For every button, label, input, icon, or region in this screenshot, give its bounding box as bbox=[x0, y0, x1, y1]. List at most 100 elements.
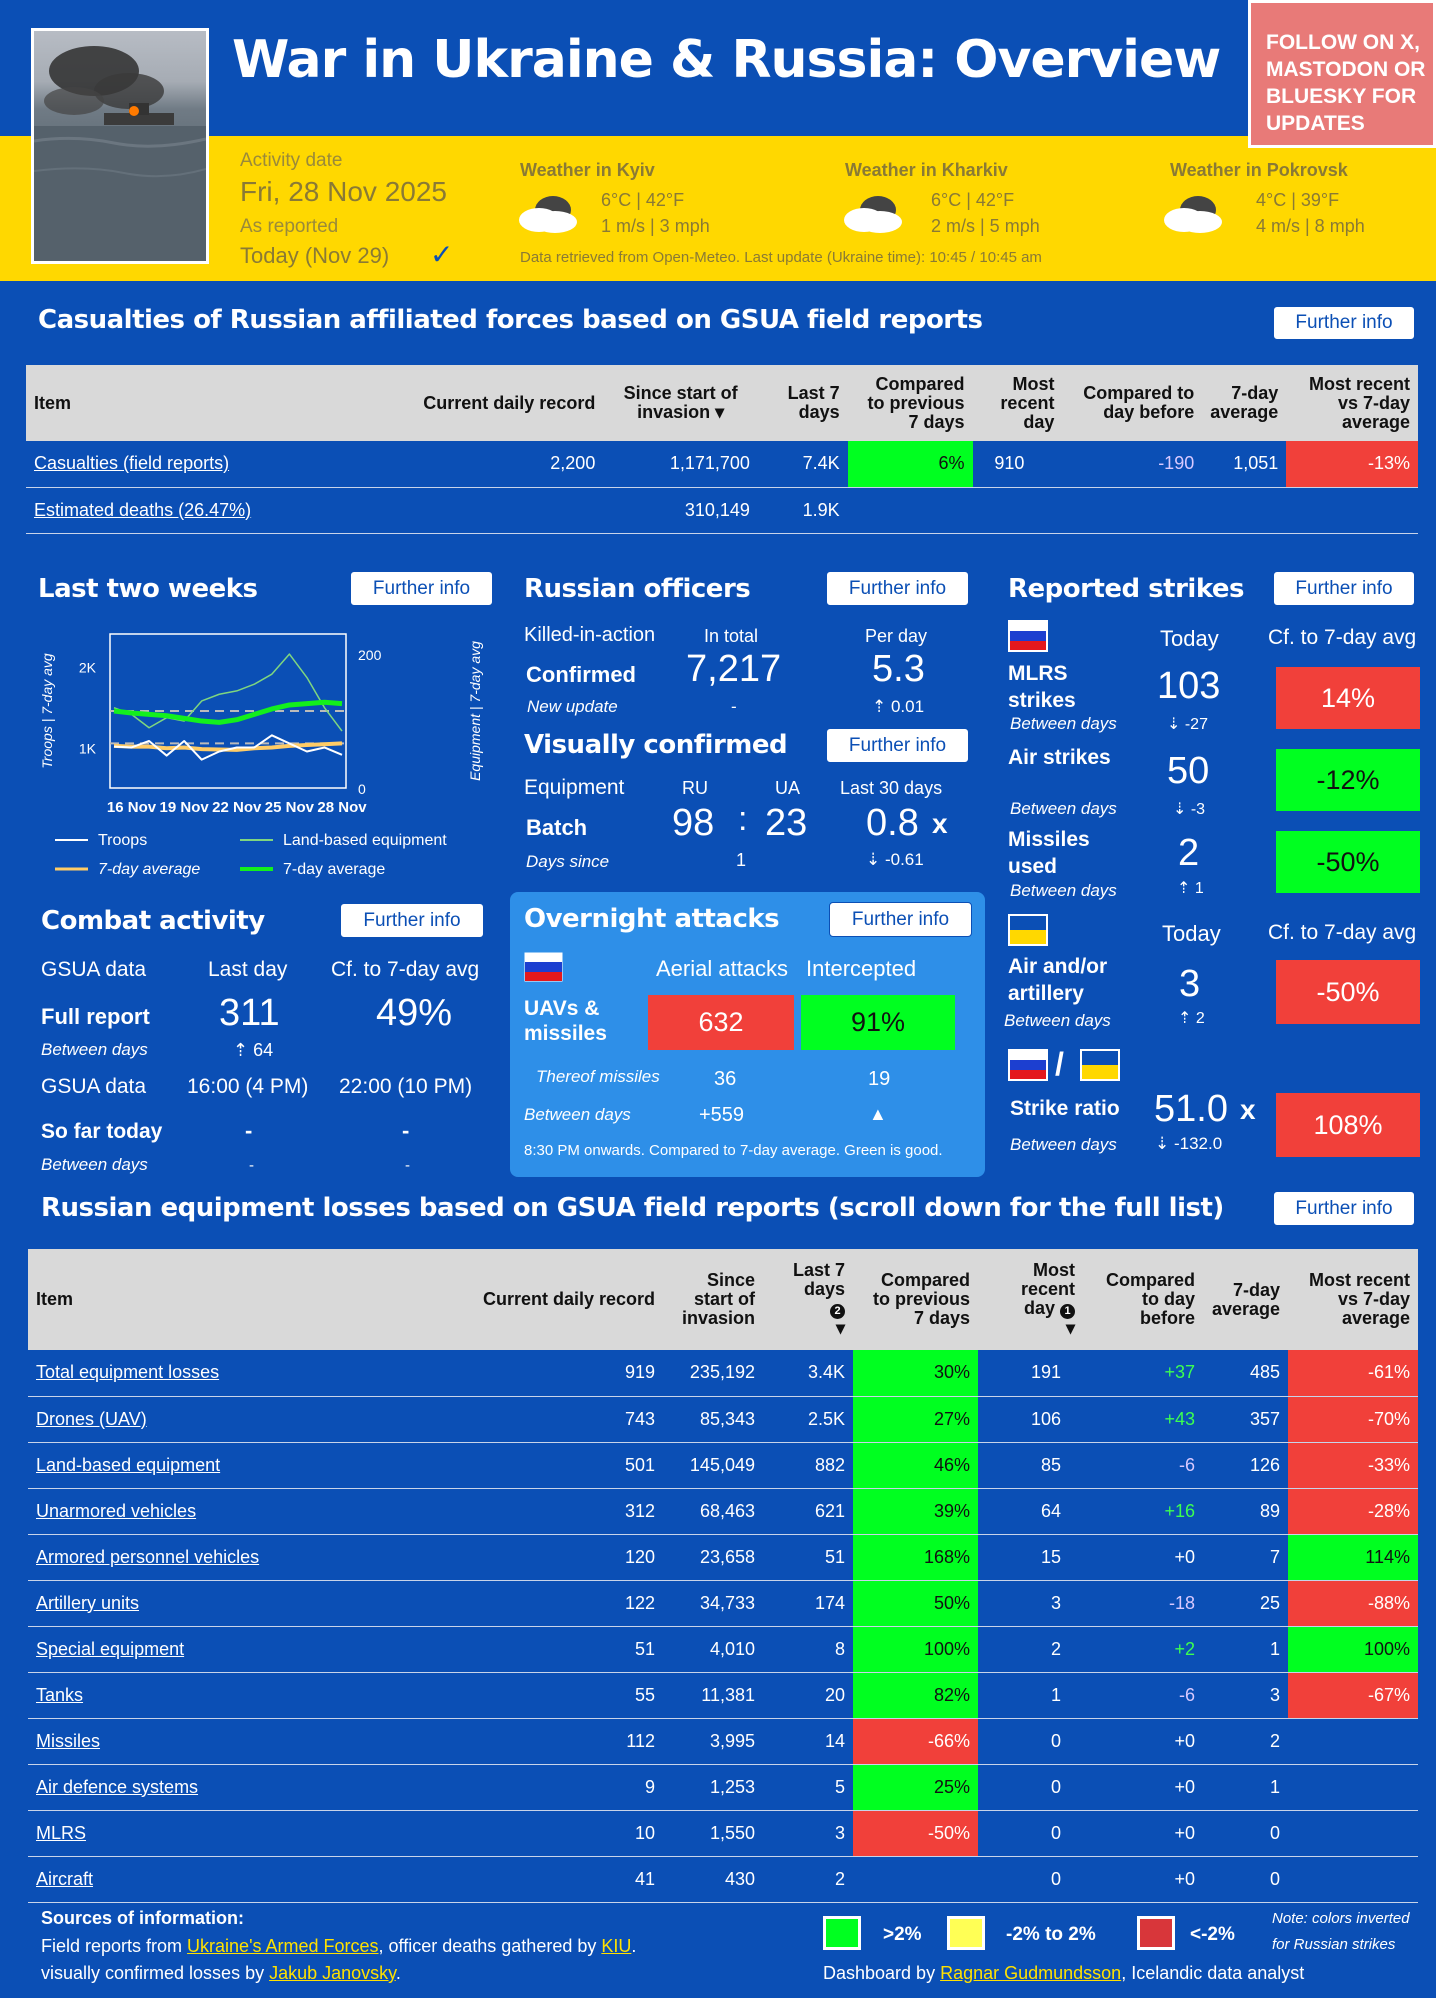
col-record: Current daily record bbox=[423, 392, 596, 413]
deaths-link[interactable]: Estimated deaths (26.47%) bbox=[34, 499, 252, 520]
new-update-label: New update bbox=[527, 697, 618, 716]
cell: 15 bbox=[1040, 1546, 1061, 1567]
ratio-colon: : bbox=[738, 800, 748, 838]
two-weeks-title: Last two weeks bbox=[38, 574, 258, 604]
strike-value: 103 bbox=[1157, 665, 1221, 707]
cell: 39% bbox=[853, 1488, 978, 1534]
cell: 1 bbox=[1269, 1638, 1280, 1659]
table-row: Special equipment 51 4,010 8 100% 2 +2 1 100% bbox=[28, 1626, 1418, 1672]
cell: 2 bbox=[1050, 1638, 1061, 1659]
cf-label: Cf. to 7-day avg bbox=[331, 958, 480, 981]
strike-value: 2 bbox=[1178, 832, 1200, 874]
series-line-0 bbox=[113, 734, 343, 761]
author-link[interactable]: Ragnar Gudmundsson bbox=[940, 1963, 1122, 1983]
cell: -67% bbox=[1288, 1672, 1418, 1718]
table-row: Missiles 112 3,995 14 -66% 0 +0 2 bbox=[28, 1718, 1418, 1764]
col-compared-day: Compared to day before bbox=[1105, 1270, 1195, 1328]
strikes-title: Reported strikes bbox=[1008, 574, 1245, 604]
strike-ratio-x: x bbox=[1240, 1094, 1256, 1125]
cell: Aircraft bbox=[28, 1856, 448, 1902]
equipment-link[interactable]: Land-based equipment bbox=[36, 1454, 221, 1475]
aerial-value: 632 bbox=[648, 995, 794, 1050]
last-day-label: Last day bbox=[208, 958, 288, 981]
legend-green-label: >2% bbox=[883, 1924, 922, 1945]
equipment-link[interactable]: Artillery units bbox=[36, 1592, 140, 1613]
weather-wind: 1 m/s | 3 mph bbox=[601, 216, 710, 236]
cell: 3 bbox=[1050, 1592, 1061, 1613]
activity-date: Fri, 28 Nov 2025 bbox=[240, 176, 447, 207]
table-row: Armored personnel vehicles 120 23,658 51 168… bbox=[28, 1534, 1418, 1580]
cell: Tanks bbox=[28, 1672, 448, 1718]
activity-label: Activity date bbox=[240, 150, 343, 171]
officers-title: Russian officers bbox=[524, 574, 751, 604]
equipment-link[interactable]: Total equipment losses bbox=[36, 1362, 220, 1383]
equipment-link[interactable]: Air defence systems bbox=[36, 1776, 199, 1797]
two-weeks-further-button[interactable]: Further info bbox=[350, 571, 493, 606]
y-left-tick: 2K bbox=[79, 659, 97, 675]
casualties-link[interactable]: Casualties (field reports) bbox=[34, 453, 230, 474]
full-report-pct: 49% bbox=[376, 992, 453, 1034]
overnight-further-button[interactable]: Further info bbox=[829, 902, 972, 937]
legend-yellow-label: -2% to 2% bbox=[1006, 1924, 1096, 1945]
cell: 7 bbox=[1269, 1546, 1280, 1567]
armed-forces-link[interactable]: Ukraine's Armed Forces bbox=[187, 1936, 379, 1956]
visual-further-button[interactable]: Further info bbox=[826, 728, 969, 763]
cell: -70% bbox=[1288, 1396, 1418, 1442]
cell: -18 bbox=[1168, 1592, 1195, 1613]
col-recent[interactable]: Most recent day 1 ▾ bbox=[1020, 1260, 1075, 1338]
cell: +0 bbox=[1174, 1868, 1195, 1889]
cell: 89 bbox=[1259, 1500, 1280, 1521]
legend-red-label: <-2% bbox=[1190, 1924, 1235, 1945]
intercepted-value: 91% bbox=[801, 995, 955, 1050]
combat-further-button[interactable]: Further info bbox=[340, 903, 484, 938]
cell: 112 bbox=[626, 1730, 655, 1751]
follow-banner[interactable]: FOLLOW ON X, MASTODON OR BLUESKY FOR UPD… bbox=[1248, 0, 1436, 148]
kiu-link[interactable]: KIU bbox=[601, 1936, 632, 1956]
officers-further-button[interactable]: Further info bbox=[826, 571, 969, 606]
cell: +0 bbox=[1174, 1730, 1195, 1751]
equipment-link[interactable]: Drones (UAV) bbox=[36, 1408, 147, 1429]
cell: 910 bbox=[994, 453, 1025, 474]
cell: 126 bbox=[1249, 1454, 1280, 1475]
cell: 85,343 bbox=[699, 1408, 755, 1429]
cell: Drones (UAV) bbox=[28, 1396, 448, 1442]
sort-icon: ▾ bbox=[715, 402, 725, 422]
strike-ratio-label: Strike ratio bbox=[1010, 1097, 1120, 1120]
cell: -88% bbox=[1288, 1580, 1418, 1626]
strikes-cf-label: Cf. to 7-day avg bbox=[1268, 626, 1417, 649]
equipment-link[interactable]: Unarmored vehicles bbox=[36, 1500, 197, 1521]
ua-strike-value: 3 bbox=[1179, 963, 1201, 1005]
strike-pct: 14% bbox=[1276, 667, 1420, 729]
badge-1: 1 bbox=[1060, 1304, 1075, 1319]
cell: Air defence systems bbox=[28, 1764, 448, 1810]
officers-total: 7,217 bbox=[686, 648, 782, 690]
equipment-link[interactable]: MLRS bbox=[36, 1822, 87, 1843]
cell: 30% bbox=[853, 1350, 978, 1396]
janovsky-link[interactable]: Jakub Janovsky bbox=[269, 1963, 396, 1983]
col-compared7: Compared to previous 7 days bbox=[872, 1270, 970, 1328]
uavs-label: UAVs & missiles bbox=[524, 997, 607, 1045]
strikes-further-button[interactable]: Further info bbox=[1273, 571, 1415, 606]
cell bbox=[853, 1856, 978, 1902]
col-last7[interactable]: Last 7 days 2 ▾ bbox=[792, 1260, 845, 1338]
equipment-link[interactable]: Aircraft bbox=[36, 1868, 94, 1889]
equipment-further-button[interactable]: Further info bbox=[1273, 1191, 1415, 1226]
cell bbox=[1288, 1764, 1418, 1810]
equipment-link[interactable]: Special equipment bbox=[36, 1638, 185, 1659]
cell: 919 bbox=[624, 1362, 655, 1383]
strike-between: Between days bbox=[1010, 714, 1117, 733]
cell: +0 bbox=[1174, 1822, 1195, 1843]
strikes-cf-label-2: Cf. to 7-day avg bbox=[1268, 921, 1417, 944]
times-x: x bbox=[932, 808, 948, 839]
casualties-further-button[interactable]: Further info bbox=[1273, 306, 1415, 340]
equipment-link[interactable]: Tanks bbox=[36, 1684, 84, 1705]
equipment-label: Equipment bbox=[524, 776, 625, 799]
equipment-link[interactable]: Missiles bbox=[36, 1730, 101, 1751]
equipment-link[interactable]: Armored personnel vehicles bbox=[36, 1546, 260, 1567]
days-since-label: Days since bbox=[526, 852, 610, 871]
in-total-label: In total bbox=[704, 626, 759, 646]
col-since[interactable]: Since start of invasion ▾ bbox=[623, 383, 738, 422]
confirmed-label: Confirmed bbox=[526, 662, 636, 687]
x-tick: 16 Nov bbox=[107, 799, 157, 816]
weather-city: Weather in Kharkiv bbox=[845, 160, 1008, 180]
